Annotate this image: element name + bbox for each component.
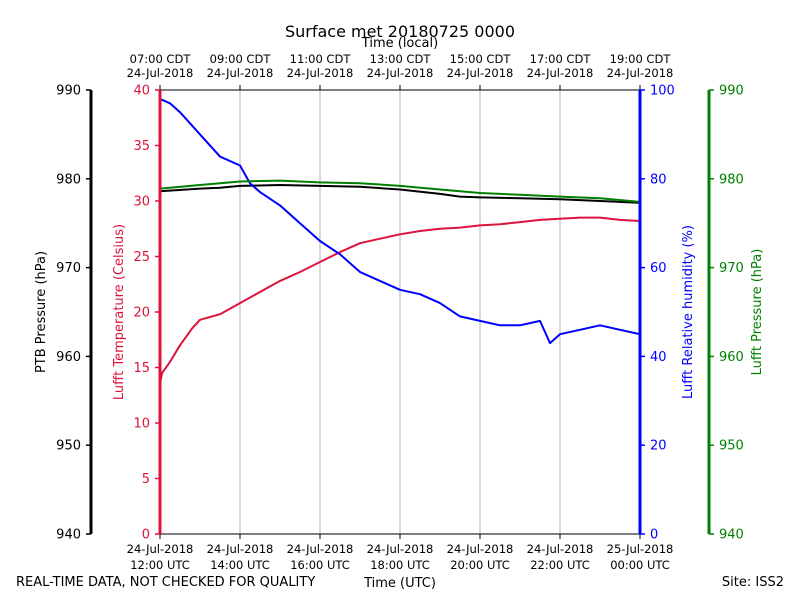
temp-tick-label-7: 35 [133, 139, 150, 154]
lp-tick-label-1: 950 [719, 439, 744, 454]
top-tick-label-date-1: 24-Jul-2018 [207, 66, 274, 80]
x-tick-label-time-4: 20:00 UTC [450, 558, 510, 572]
x-tick-label-date-0: 24-Jul-2018 [127, 542, 194, 556]
x-tick-label-time-5: 22:00 UTC [530, 558, 590, 572]
x-tick-label-date-1: 24-Jul-2018 [207, 542, 274, 556]
temp-tick-label-2: 10 [133, 417, 150, 432]
temp-tick-label-6: 30 [133, 195, 150, 210]
series-line-rh [159, 97, 641, 345]
temp-tick-label-0: 0 [142, 528, 150, 543]
x-tick-label-date-3: 24-Jul-2018 [367, 542, 434, 556]
lp-tick-label-4: 980 [719, 172, 744, 187]
site-label: Site: ISS2 [721, 575, 784, 590]
top-tick-label-date-0: 24-Jul-2018 [127, 66, 194, 80]
x-tick-label-date-6: 25-Jul-2018 [607, 542, 674, 556]
x-tick-label-date-2: 24-Jul-2018 [287, 542, 354, 556]
top-tick-label-time-0: 07:00 CDT [130, 52, 192, 66]
rh-axis-label: Lufft Relative humidity (%) [681, 225, 696, 399]
top-tick-label-date-2: 24-Jul-2018 [287, 66, 354, 80]
x-axis-label: Time (UTC) [363, 576, 436, 591]
top-tick-label-date-4: 24-Jul-2018 [447, 66, 514, 80]
lp-axis-label: Lufft Pressure (hPa) [750, 249, 765, 376]
x-tick-label-date-4: 24-Jul-2018 [447, 542, 514, 556]
x-tick-label-date-5: 24-Jul-2018 [527, 542, 594, 556]
ptb-tick-label-3: 970 [56, 261, 81, 276]
ptb-tick-label-2: 960 [56, 350, 81, 365]
rh-tick-label-3: 60 [650, 261, 667, 276]
rh-tick-label-5: 100 [650, 84, 675, 99]
rh-tick-label-1: 20 [650, 439, 667, 454]
top-tick-label-date-3: 24-Jul-2018 [367, 66, 434, 80]
top-tick-label-time-3: 13:00 CDT [370, 52, 432, 66]
top-tick-label-time-6: 19:00 CDT [610, 52, 672, 66]
temp-tick-label-8: 40 [133, 84, 150, 99]
x-tick-label-time-0: 12:00 UTC [130, 558, 190, 572]
quality-disclaimer: REAL-TIME DATA, NOT CHECKED FOR QUALITY [16, 575, 316, 590]
series-line-temp [159, 216, 641, 385]
ptb-tick-label-1: 950 [56, 439, 81, 454]
series-line-ptb [159, 184, 641, 204]
series-line-lp [159, 179, 641, 203]
axes-layer: 24-Jul-2018 12:00 UTC 24-Jul-2018 14:00 UTC… [34, 52, 765, 572]
temp-tick-label-5: 25 [133, 250, 150, 265]
top-tick-label-time-5: 17:00 CDT [530, 52, 592, 66]
top-tick-label-time-1: 09:00 CDT [210, 52, 272, 66]
series-layer [159, 97, 641, 385]
lp-tick-label-2: 960 [719, 350, 744, 365]
x-tick-label-time-1: 14:00 UTC [210, 558, 270, 572]
grid-lines [239, 90, 561, 534]
ptb-axis-label: PTB Pressure (hPa) [34, 251, 49, 373]
top-tick-label-time-4: 15:00 CDT [450, 52, 512, 66]
top-axis-label: Time (local) [361, 36, 438, 51]
lp-tick-label-0: 940 [719, 528, 744, 543]
temp-tick-label-3: 15 [133, 361, 150, 376]
rh-tick-label-4: 80 [650, 172, 667, 187]
rh-tick-label-2: 40 [650, 350, 667, 365]
x-tick-label-time-2: 16:00 UTC [290, 558, 350, 572]
ptb-tick-label-5: 990 [56, 84, 81, 99]
chart-title: Surface met 20180725 0000 [285, 22, 515, 41]
x-tick-label-time-3: 18:00 UTC [370, 558, 430, 572]
temp-tick-label-4: 20 [133, 306, 150, 321]
temp-tick-label-1: 5 [142, 472, 150, 487]
top-tick-label-date-6: 24-Jul-2018 [607, 66, 674, 80]
temp-axis-label: Lufft Temperature (Celsius) [112, 224, 127, 400]
top-tick-label-time-2: 11:00 CDT [290, 52, 352, 66]
ptb-tick-label-0: 940 [56, 528, 81, 543]
lp-tick-label-5: 990 [719, 84, 744, 99]
top-tick-label-date-5: 24-Jul-2018 [527, 66, 594, 80]
ptb-tick-label-4: 980 [56, 172, 81, 187]
lp-tick-label-3: 970 [719, 261, 744, 276]
x-tick-label-time-6: 00:00 UTC [610, 558, 670, 572]
rh-tick-label-0: 0 [650, 528, 658, 543]
